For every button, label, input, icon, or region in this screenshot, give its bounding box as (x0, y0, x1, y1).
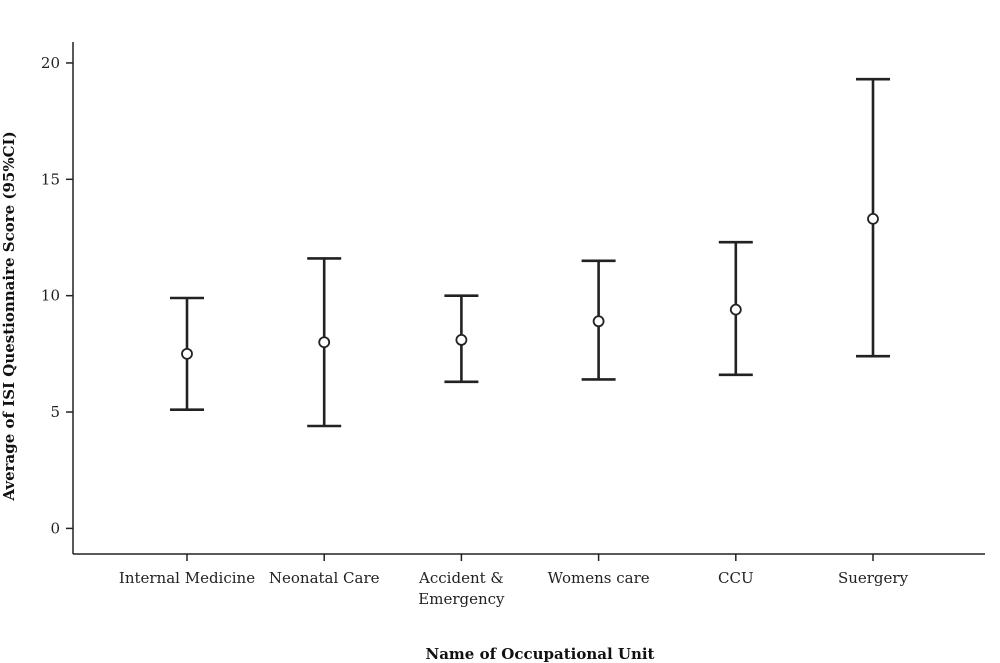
y-ticks: 0 5 10 15 20 (41, 54, 73, 537)
mean-marker (455, 333, 468, 346)
error-bar (170, 296, 204, 412)
x-ticks: Internal Medicine Neonatal Care Accident &… (119, 554, 909, 608)
mean-marker (181, 347, 193, 360)
x-axis-title: Name of Occupational Unit (426, 645, 655, 663)
x-tick-label: Emergency (418, 590, 505, 608)
error-bar (444, 294, 479, 384)
mean-marker (729, 303, 742, 316)
y-tick-label: 10 (41, 287, 60, 305)
y-axis-title: Average of ISI Questionnaire Score (95%C… (0, 131, 18, 501)
y-tick-label: 5 (50, 403, 60, 421)
y-axis: 0 5 10 15 20 (41, 42, 74, 554)
x-tick-label: Neonatal Care (269, 569, 380, 587)
error-bar (307, 257, 342, 428)
x-axis: Internal Medicine Neonatal Care Accident &… (73, 553, 985, 608)
error-bar (718, 240, 753, 377)
error-bar (581, 259, 616, 381)
error-bar (856, 77, 890, 358)
x-tick-label: CCU (718, 569, 754, 587)
mean-marker (592, 315, 605, 328)
mean-marker (867, 212, 879, 225)
y-tick-label: 20 (41, 54, 60, 72)
y-tick-label: 0 (50, 519, 60, 537)
error-bars (170, 77, 890, 428)
y-tick-label: 15 (41, 170, 60, 188)
x-tick-label: Internal Medicine (119, 569, 255, 587)
x-tick-label: Accident & (418, 569, 504, 587)
mean-marker (318, 336, 331, 349)
x-tick-label: Suergery (838, 569, 909, 587)
x-tick-label: Womens care (548, 569, 650, 587)
